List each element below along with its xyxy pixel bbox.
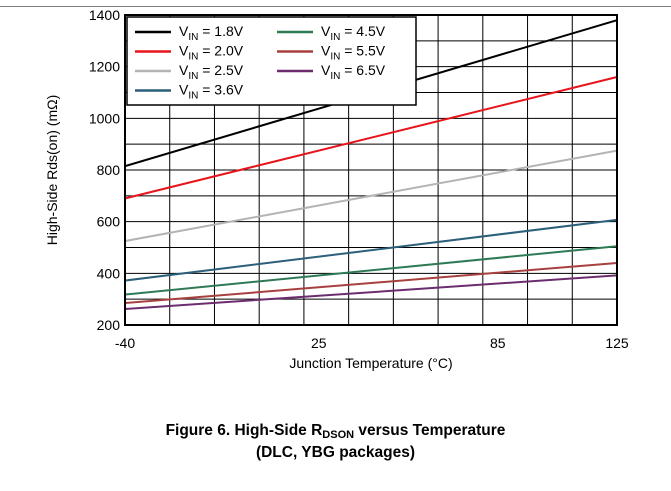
legend-label-main: V [179, 82, 189, 98]
legend-box [126, 16, 417, 106]
y-tick-label: 1200 [89, 59, 120, 75]
x-axis-label: Junction Temperature (°C) [289, 355, 452, 371]
legend-label-1: VIN = 1.8V [179, 23, 244, 43]
legend-label-main: V [321, 62, 331, 78]
legend-label-subscript: IN [188, 32, 198, 43]
y-tick-label: 800 [97, 162, 121, 178]
figure-caption-line-2: (DLC, YBG packages) [255, 444, 416, 461]
legend-label-4: VIN = 3.6V [179, 82, 244, 102]
x-tick-label: 125 [605, 335, 629, 351]
legend-label-7: VIN = 6.5V [321, 62, 386, 82]
legend-label-main: V [179, 43, 189, 59]
top-rule [0, 6, 671, 7]
caption-suffix: versus Temperature [354, 422, 506, 439]
caption-subscript: DSON [322, 429, 355, 441]
legend-label-subscript: IN [330, 32, 340, 43]
series-line-2 [124, 76, 618, 200]
caption-prefix: Figure 6. High-Side R [165, 422, 323, 439]
series-line-3 [124, 149, 618, 243]
y-axis-label: High-Side Rds(on) (mΩ) [44, 95, 60, 246]
legend-label-main: V [321, 23, 331, 39]
legend-label-2: VIN = 2.0V [179, 43, 244, 63]
rdson-temperature-chart: -40 25 85 125 200 400 600 800 1000 1200 1400 Junc… [44, 7, 629, 371]
legend-label-6: VIN = 5.5V [321, 43, 386, 63]
series-line-4 [124, 218, 618, 282]
legend-label-main: V [321, 43, 331, 59]
legend-label-rest: = 2.5V [198, 62, 243, 78]
x-tick-label: -40 [115, 335, 135, 351]
x-tick-label: 85 [490, 335, 506, 351]
y-tick-label: 400 [97, 265, 121, 281]
legend-label-rest: = 6.5V [340, 62, 385, 78]
figure-caption-line-1: Figure 6. High-Side RDSON versus Tempera… [0, 422, 671, 441]
x-axis-ticks: -40 25 85 125 [115, 335, 629, 351]
legend-label-rest: = 2.0V [198, 43, 243, 59]
legend-label-3: VIN = 2.5V [179, 62, 244, 82]
y-tick-label: 1400 [89, 7, 120, 23]
legend-label-subscript: IN [188, 52, 198, 63]
legend-label-subscript: IN [188, 71, 198, 82]
legend-label-subscript: IN [330, 52, 340, 63]
legend-label-5: VIN = 4.5V [321, 23, 386, 43]
series-line-5 [124, 245, 618, 296]
series-line-7 [124, 274, 618, 310]
x-tick-label: 25 [311, 335, 327, 351]
legend-label-subscript: IN [188, 91, 198, 102]
y-tick-label: 1000 [89, 110, 120, 126]
legend-label-main: V [179, 62, 189, 78]
plot-frame [124, 14, 618, 326]
y-tick-label: 200 [97, 317, 121, 333]
series-line-6 [124, 262, 618, 305]
legend-label-main: V [179, 23, 189, 39]
legend-label-rest: = 3.6V [198, 82, 243, 98]
legend-label-rest: = 5.5V [340, 43, 385, 59]
legend-label-rest: = 4.5V [340, 23, 385, 39]
y-tick-label: 600 [97, 214, 121, 230]
y-axis-ticks: 200 400 600 800 1000 1200 1400 [89, 7, 120, 333]
legend-label-subscript: IN [330, 71, 340, 82]
legend-label-rest: = 1.8V [198, 23, 243, 39]
